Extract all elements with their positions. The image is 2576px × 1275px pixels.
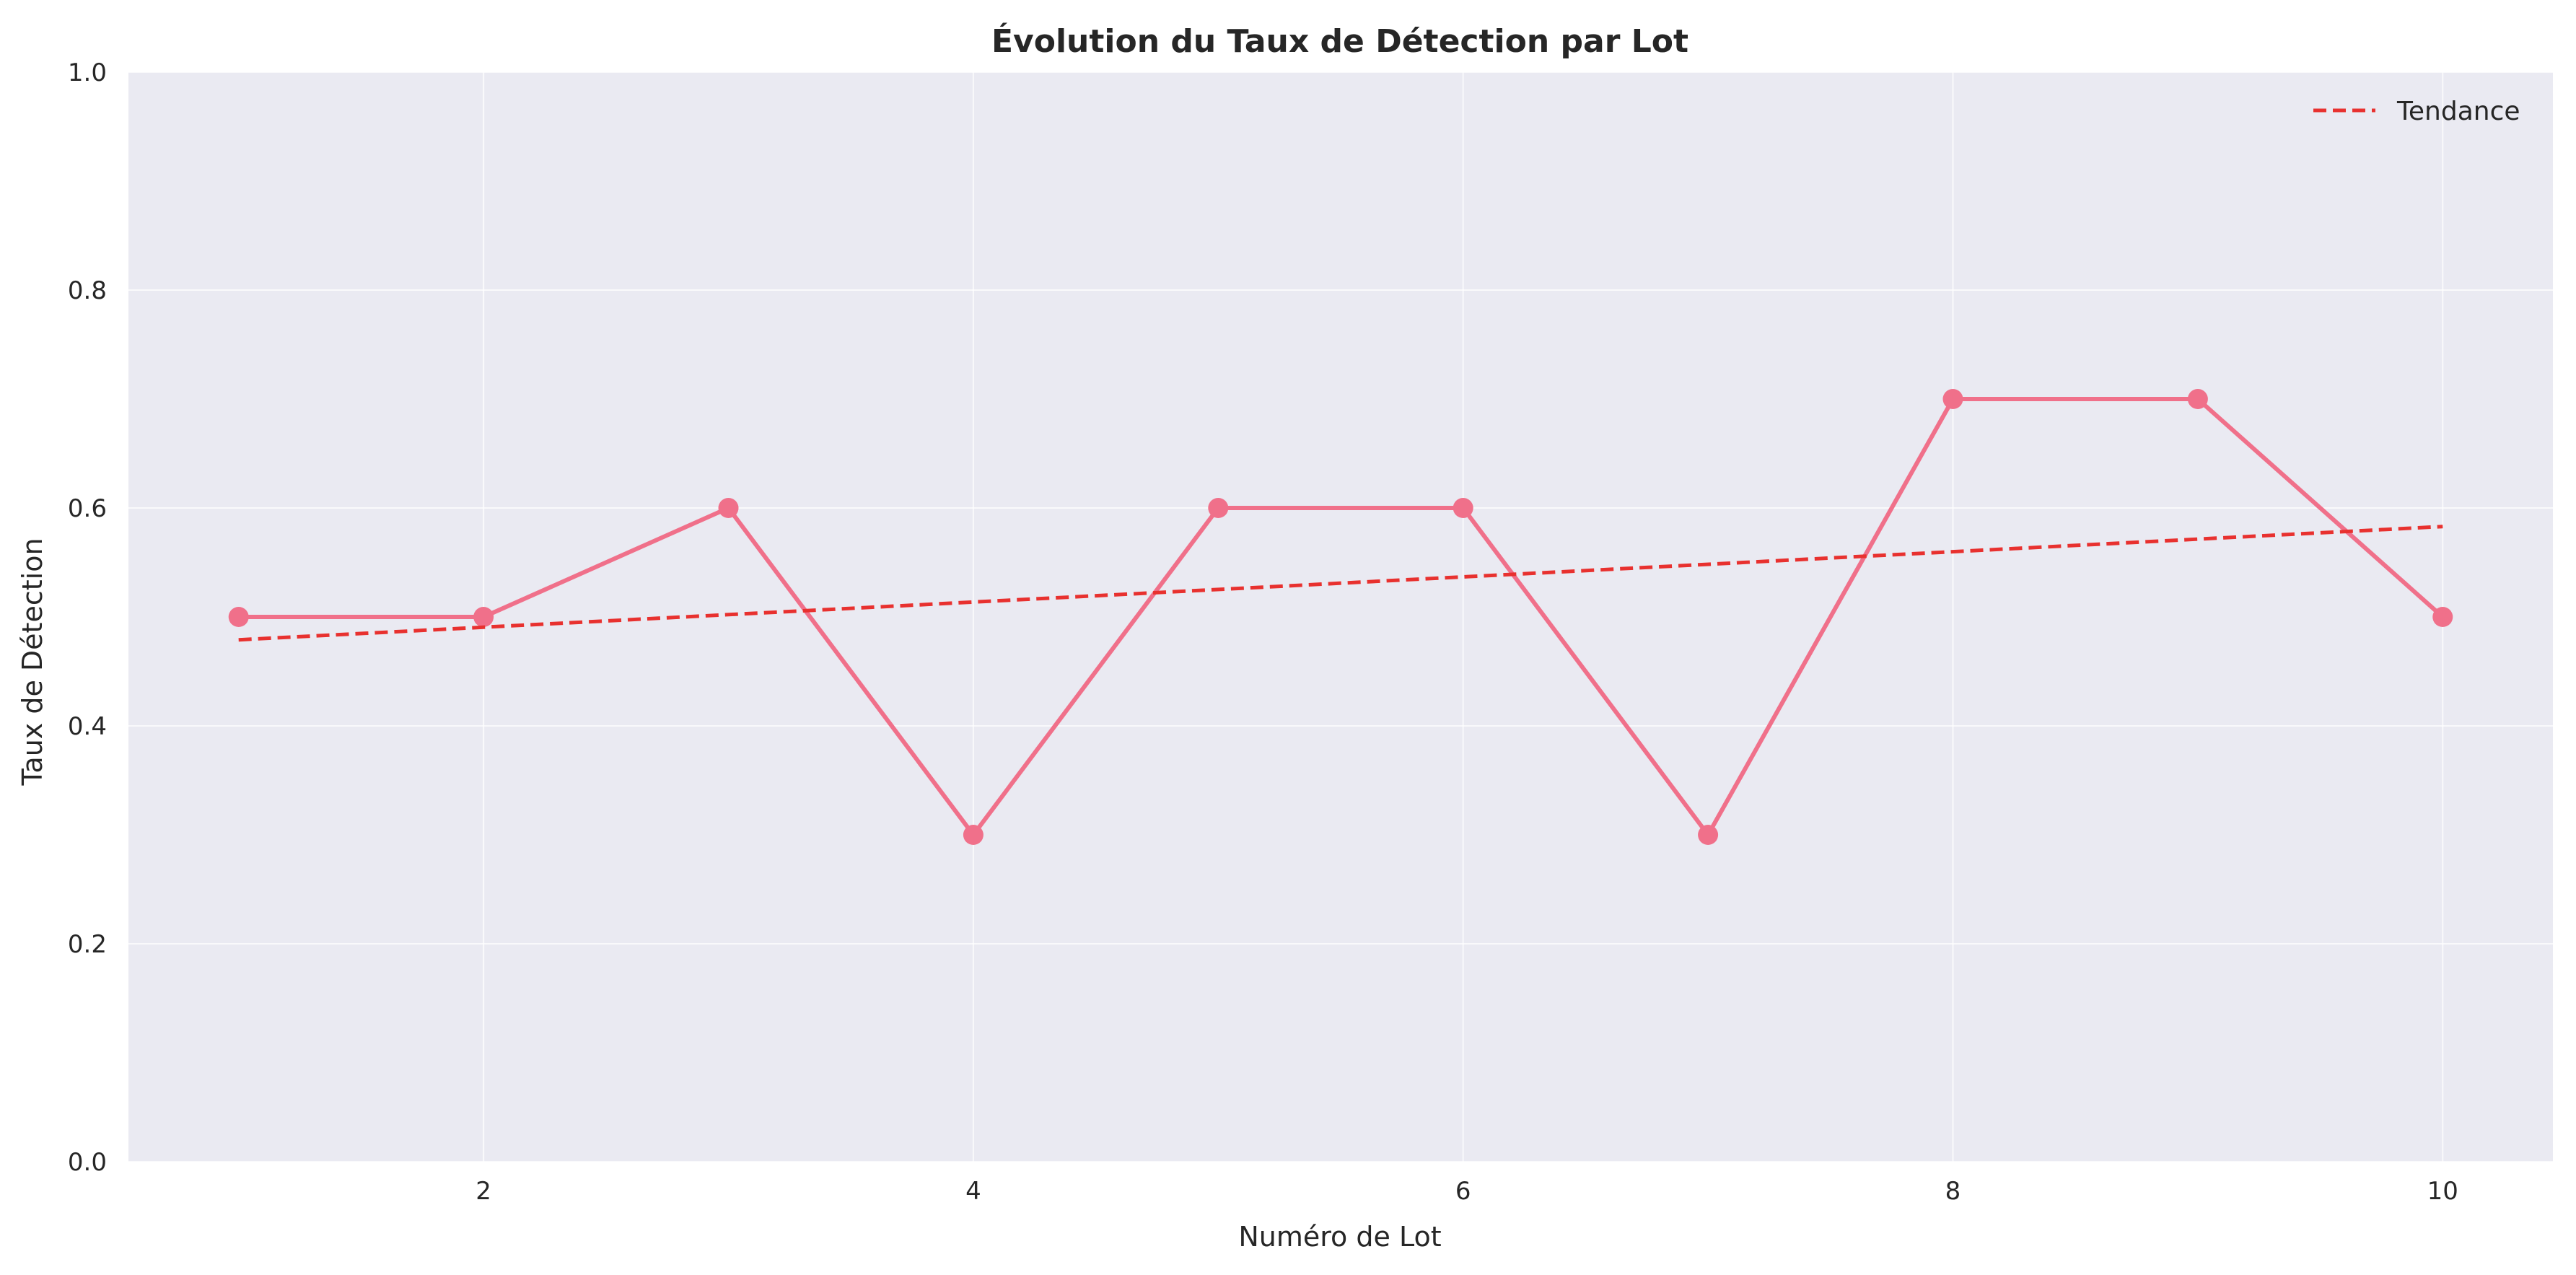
trend-line <box>238 525 2443 642</box>
data-point <box>2187 389 2208 409</box>
y-tick-label: 0.8 <box>68 276 107 305</box>
y-tick-label: 0.2 <box>68 930 107 959</box>
grid <box>128 71 2553 1162</box>
x-tick-label: 6 <box>1455 1177 1471 1206</box>
x-tick-label: 8 <box>1945 1177 1961 1206</box>
y-tick-label: 0.6 <box>68 494 107 523</box>
x-tick-label: 4 <box>965 1177 981 1206</box>
data-point <box>1942 389 1963 409</box>
detection-rate-line <box>238 397 2445 837</box>
data-point <box>1208 498 1229 518</box>
series-layer <box>228 389 2453 845</box>
y-axis-label: Taux de Détection <box>17 538 48 786</box>
y-tick-label: 0.0 <box>68 1148 107 1177</box>
data-point <box>473 607 494 627</box>
chart-title: Évolution du Taux de Détection par Lot <box>991 22 1688 60</box>
data-point <box>228 607 249 627</box>
data-point <box>1453 498 1473 518</box>
x-axis-ticks: 2 4 6 8 10 <box>476 1177 2458 1206</box>
data-point <box>718 498 739 518</box>
plot-area <box>128 72 2553 1162</box>
y-axis-ticks: 0.0 0.2 0.4 0.6 0.8 1.0 <box>68 58 107 1177</box>
y-tick-label: 0.4 <box>68 712 107 741</box>
x-axis-label: Numéro de Lot <box>1238 1221 1441 1253</box>
data-point <box>2432 607 2453 627</box>
x-tick-label: 10 <box>2427 1177 2458 1206</box>
y-tick-label: 1.0 <box>68 58 107 87</box>
data-point <box>963 825 983 845</box>
legend-label-tendance: Tendance <box>2396 97 2520 126</box>
x-tick-label: 2 <box>476 1177 491 1206</box>
legend: Tendance <box>2313 97 2520 126</box>
data-point <box>1698 825 1719 845</box>
